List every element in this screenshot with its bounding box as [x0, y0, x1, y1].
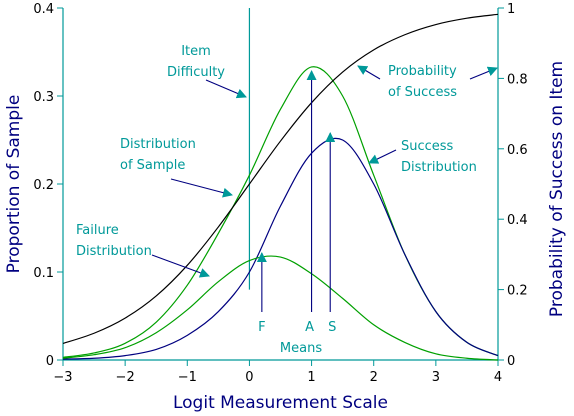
annotation-item-difficulty: Difficulty: [167, 65, 225, 80]
annotation-failure-distribution: Failure: [76, 223, 119, 238]
annotation-probability-of-success: of Success: [388, 85, 457, 100]
y-right-axis-title: Probability of Success on Item: [547, 61, 567, 317]
y-right-tick-label: 0.8: [507, 72, 528, 87]
annotation-probability-of-success: Probability: [388, 64, 457, 79]
x-tick-label: 1: [307, 370, 315, 385]
series-probability-of-success: [62, 13, 499, 345]
arrow-success-distribution: [368, 149, 397, 164]
means-label: Means: [280, 341, 322, 356]
annotation-distribution-of-sample: of Sample: [120, 158, 185, 173]
series-failure-distribution: [62, 255, 499, 361]
mean-F-label: F: [258, 320, 265, 335]
y-right-tick-label: 0: [507, 354, 515, 369]
y-left-tick-label: 0: [46, 354, 54, 369]
y-left-tick-label: 0.2: [33, 178, 54, 193]
y-left-tick-label: 0.1: [33, 266, 54, 281]
mean-A-label: A: [305, 320, 314, 335]
arrow-probability-of-success-left: [357, 65, 381, 80]
x-tick-label: −1: [178, 370, 197, 385]
y-right-tick-label: 1: [507, 2, 515, 17]
mean-S-label: S: [328, 320, 336, 335]
annotation-success-distribution: Distribution: [401, 160, 477, 175]
series-success-distribution: [62, 137, 499, 360]
annotation-item-difficulty: Item: [181, 44, 211, 59]
x-tick-label: 2: [370, 370, 378, 385]
y-left-tick-label: 0.3: [33, 90, 54, 105]
y-right-tick-label: 0.6: [507, 143, 528, 158]
y-left-tick-label: 0.4: [33, 2, 54, 17]
x-tick-label: −2: [116, 370, 135, 385]
y-right-tick-label: 0.2: [507, 284, 528, 299]
annotation-distribution-of-sample: Distribution: [120, 137, 196, 152]
y-left-axis-title: Proportion of Sample: [4, 95, 24, 274]
arrow-failure-distribution: [151, 254, 210, 278]
series-distribution-of-sample: [62, 66, 499, 358]
x-tick-label: 4: [494, 370, 502, 385]
x-tick-label: 0: [245, 370, 253, 385]
arrow-probability-of-success-right: [469, 66, 498, 80]
arrow-distribution-of-sample: [170, 178, 233, 198]
x-tick-label: 3: [432, 370, 440, 385]
annotation-success-distribution: Success: [401, 139, 454, 154]
y-right-tick-label: 0.4: [507, 213, 528, 228]
annotation-failure-distribution: Distribution: [76, 244, 152, 259]
arrow-item-difficulty: [205, 79, 247, 99]
x-tick-label: −3: [53, 370, 72, 385]
x-axis-title: Logit Measurement Scale: [173, 393, 388, 413]
